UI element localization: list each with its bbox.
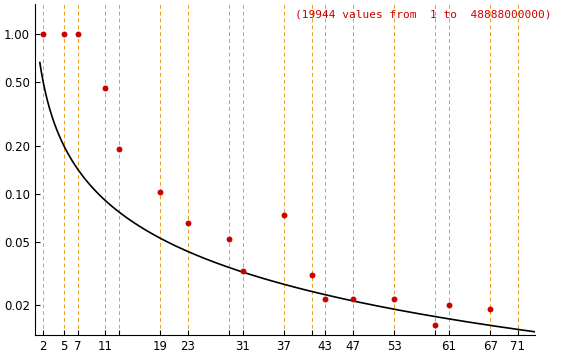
Point (389, 296, 398, 301)
Point (280, 212, 289, 217)
Point (238, 268, 248, 273)
Point (444, 302, 454, 308)
Point (183, 220, 193, 225)
Point (431, 322, 440, 328)
Point (307, 272, 316, 278)
Point (39, 32, 48, 37)
Text: (19944 values from  1 to  48888000000): (19944 values from 1 to 48888000000) (295, 9, 552, 19)
Point (59, 32, 68, 37)
Point (114, 146, 124, 152)
Point (348, 296, 357, 301)
Point (224, 236, 234, 242)
Point (321, 296, 330, 301)
Point (155, 189, 165, 195)
Point (485, 306, 495, 312)
Point (73, 32, 82, 37)
Point (100, 85, 110, 91)
